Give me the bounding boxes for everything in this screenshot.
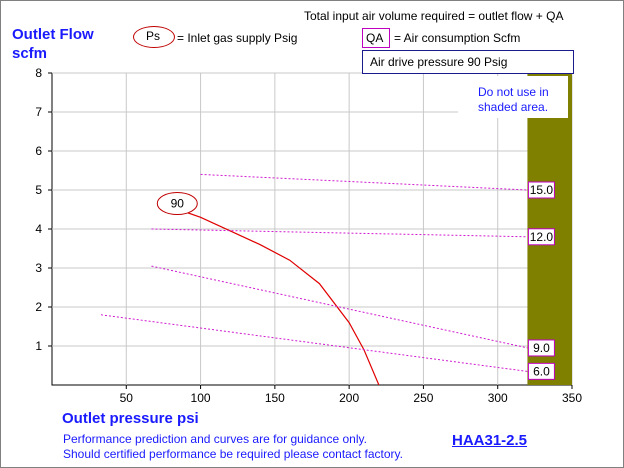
y-axis-title: Outlet Flow — [12, 26, 94, 43]
air-consumption-label: 15.0 — [530, 183, 554, 197]
ps-symbol-oval — [133, 26, 175, 48]
air-consumption-label-box — [527, 339, 555, 357]
flow-curve-label-oval — [156, 192, 198, 215]
y-tick-label: 7 — [35, 105, 42, 119]
y-tick-label: 4 — [35, 222, 42, 236]
ps-symbol: Ps — [146, 29, 161, 43]
y-tick-label: 2 — [35, 300, 42, 314]
qa-legend: = Air consumption Scfm — [394, 31, 521, 45]
series-labels: 90 15.0 12.0 9.0 6.0 — [156, 181, 555, 380]
air-consumption-line — [151, 228, 528, 238]
y-tick-label: 3 — [35, 261, 42, 275]
series-group — [100, 173, 528, 386]
air-consumption-line — [200, 173, 528, 191]
air-consumption-label: 6.0 — [533, 364, 550, 378]
air-consumption-label: 9.0 — [533, 341, 550, 355]
air-consumption-label-box — [527, 181, 555, 199]
flow-curve-line — [178, 208, 380, 386]
x-tick-label: 200 — [339, 391, 359, 405]
qa-symbol: QA — [366, 31, 384, 45]
shaded-note-box — [458, 76, 568, 118]
shaded-note-line2: shaded area. — [478, 100, 549, 114]
air-consumption-label: 12.0 — [530, 230, 554, 244]
ticks: 50 100 150 200 250 300 350 1 2 3 4 5 6 7 8 — [35, 66, 582, 405]
y-tick-label: 8 — [35, 66, 42, 80]
air-consumption-label-box — [527, 228, 555, 246]
y-tick-label: 6 — [35, 144, 42, 158]
qa-symbol-box — [362, 28, 390, 48]
x-tick-label: 150 — [265, 391, 285, 405]
x-tick-label: 50 — [120, 391, 134, 405]
air-consumption-line — [151, 265, 528, 349]
x-axis-title: Outlet pressure psi — [62, 410, 199, 427]
y-tick-label: 1 — [35, 339, 42, 353]
guidance-note-line1: Performance prediction and curves are fo… — [63, 432, 367, 446]
air-consumption-label-box — [527, 362, 555, 380]
x-tick-label: 100 — [191, 391, 211, 405]
x-tick-label: 300 — [488, 391, 508, 405]
y-axis-unit: scfm — [12, 45, 48, 62]
flow-curve-label: 90 — [171, 197, 185, 211]
x-tick-label: 350 — [562, 391, 582, 405]
air-drive-pressure: Air drive pressure 90 Psig — [370, 55, 508, 69]
x-tick-label: 250 — [413, 391, 433, 405]
shaded-note-line1: Do not use in — [478, 85, 549, 99]
ps-legend: = Inlet gas supply Psig — [177, 31, 298, 45]
total-volume-note: Total input air volume required = outlet… — [304, 9, 564, 23]
guidance-note-line2: Should certified performance be required… — [63, 447, 403, 461]
y-tick-label: 5 — [35, 183, 42, 197]
model-number: HAA31-2.5 — [452, 432, 528, 449]
air-drive-pressure-box — [362, 50, 574, 74]
grid — [52, 72, 573, 385]
